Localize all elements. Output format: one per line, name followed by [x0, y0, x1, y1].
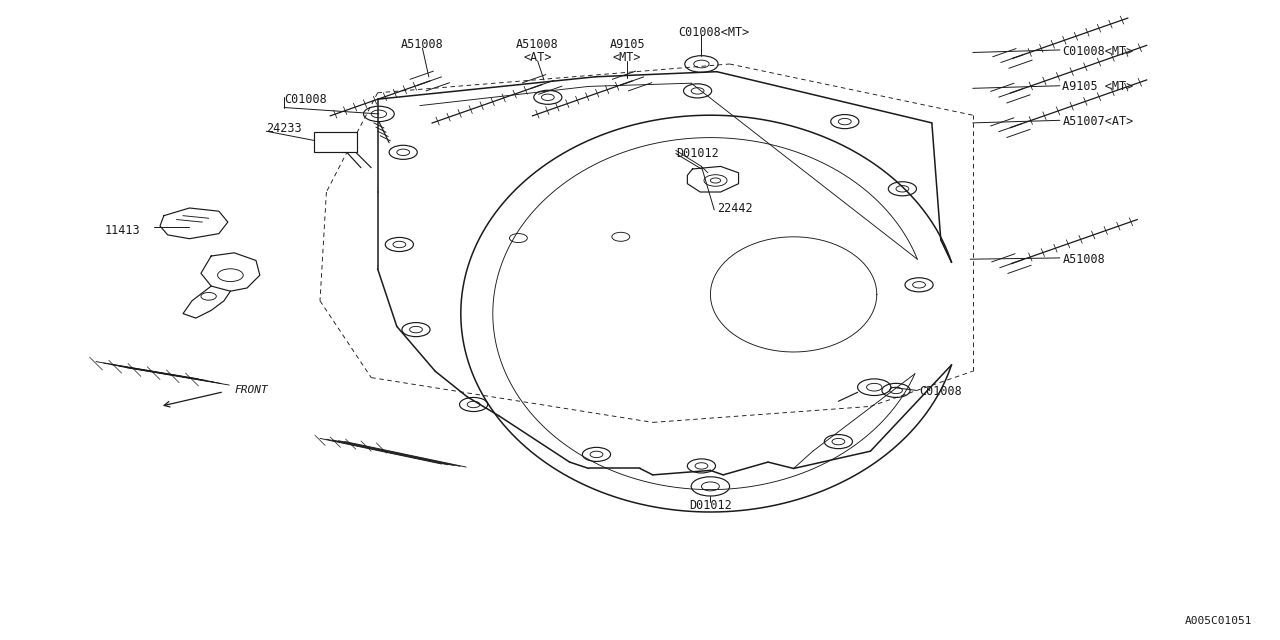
FancyBboxPatch shape: [314, 132, 357, 152]
Text: 11413: 11413: [105, 224, 141, 237]
Text: A9105 <MT>: A9105 <MT>: [1062, 80, 1134, 93]
Text: <AT>: <AT>: [524, 51, 552, 64]
Text: <MT>: <MT>: [613, 51, 641, 64]
Text: A51007<AT>: A51007<AT>: [1062, 115, 1134, 128]
Text: C01008: C01008: [919, 385, 961, 398]
Text: A51008: A51008: [401, 38, 444, 51]
Text: A51008: A51008: [1062, 253, 1105, 266]
Text: D01012: D01012: [676, 147, 718, 160]
Text: C01008<MT>: C01008<MT>: [678, 26, 750, 38]
Text: 24233: 24233: [266, 122, 302, 134]
Text: A005C01051: A005C01051: [1184, 616, 1252, 626]
Text: FRONT: FRONT: [234, 385, 268, 396]
Text: C01008: C01008: [284, 93, 326, 106]
Text: C01008<MT>: C01008<MT>: [1062, 45, 1134, 58]
Text: A9105: A9105: [609, 38, 645, 51]
Text: D01012: D01012: [689, 499, 732, 512]
Text: A51008: A51008: [516, 38, 559, 51]
Text: 22442: 22442: [717, 202, 753, 214]
